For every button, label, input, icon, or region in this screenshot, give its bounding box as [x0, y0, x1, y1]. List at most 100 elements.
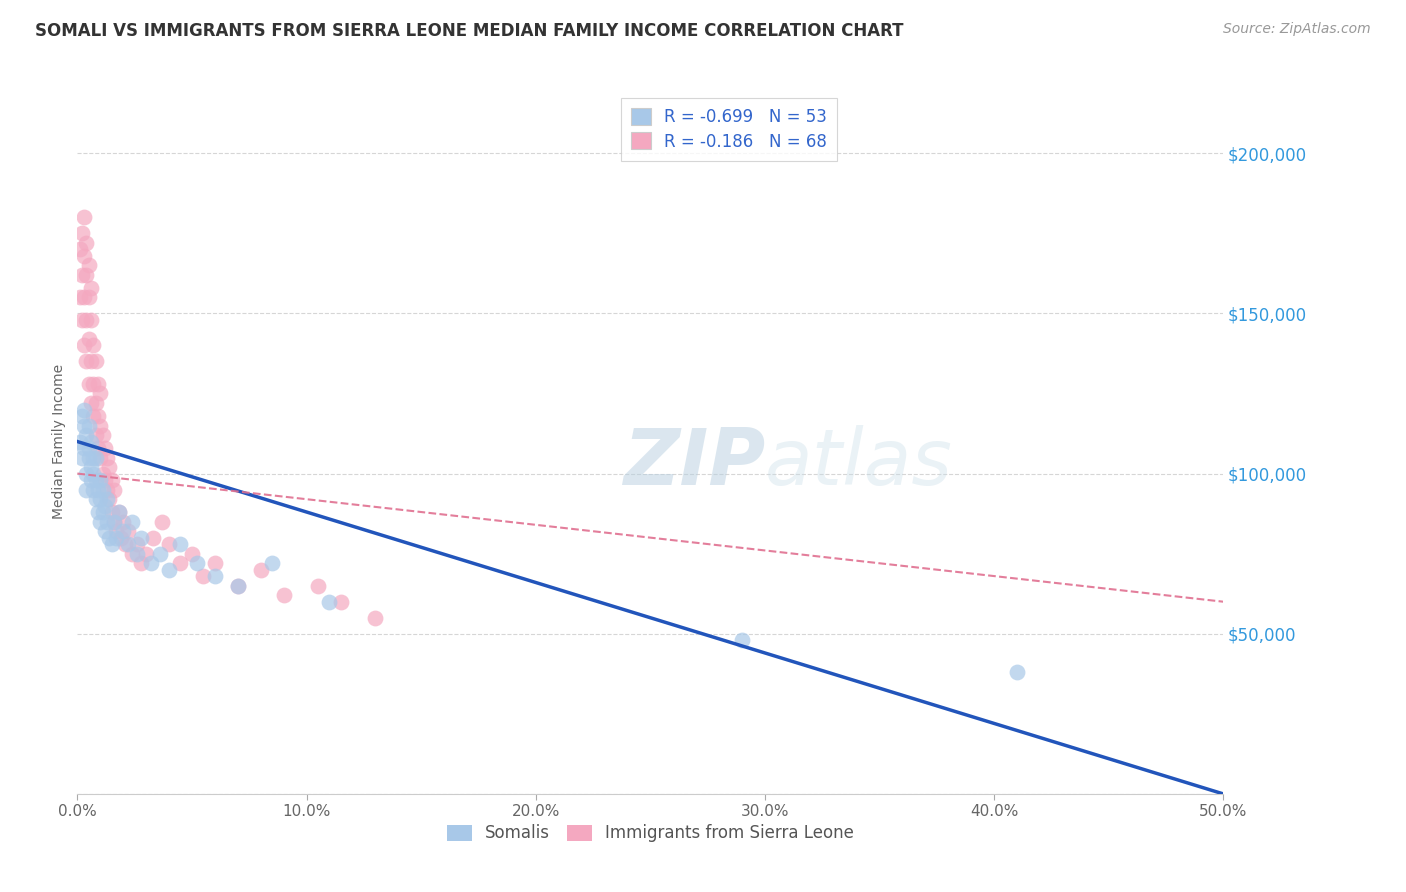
Point — [70, 313, 93, 327]
Point — [94, 524, 117, 539]
Point — [114, 537, 136, 551]
Point — [318, 595, 340, 609]
Text: ZIP: ZIP — [623, 425, 765, 500]
Point — [76, 235, 98, 250]
Point — [112, 515, 135, 529]
Point — [77, 332, 100, 346]
Point — [169, 537, 191, 551]
Point — [186, 556, 208, 570]
Text: Source: ZipAtlas.com: Source: ZipAtlas.com — [1223, 22, 1371, 37]
Point — [100, 473, 122, 487]
Point — [135, 547, 157, 561]
Point — [80, 313, 103, 327]
Point — [94, 499, 117, 513]
Point — [77, 259, 100, 273]
Point — [89, 515, 111, 529]
Point — [96, 515, 118, 529]
Point — [73, 249, 96, 263]
Point — [103, 515, 125, 529]
Point — [84, 428, 107, 442]
Point — [69, 434, 91, 449]
Point — [77, 450, 100, 465]
Point — [84, 396, 107, 410]
Point — [139, 556, 162, 570]
Point — [89, 492, 111, 507]
Point — [193, 569, 215, 583]
Point — [76, 268, 98, 282]
Point — [157, 537, 180, 551]
Point — [91, 505, 114, 519]
Point — [80, 460, 103, 475]
Point — [117, 537, 139, 551]
Point — [131, 531, 153, 545]
Point — [105, 531, 128, 545]
Point — [96, 483, 118, 497]
Point — [142, 531, 165, 545]
Point — [80, 434, 103, 449]
Point — [69, 243, 91, 257]
Point — [70, 227, 93, 241]
Point — [169, 556, 191, 570]
Point — [226, 579, 249, 593]
Point — [100, 537, 122, 551]
Point — [121, 547, 143, 561]
Point — [329, 595, 352, 609]
Point — [121, 515, 143, 529]
Point — [70, 450, 93, 465]
Point — [96, 450, 118, 465]
Point — [89, 418, 111, 433]
Point — [91, 428, 114, 442]
Point — [150, 515, 173, 529]
Point — [76, 483, 98, 497]
Point — [273, 588, 295, 602]
Point — [82, 376, 104, 391]
Point — [89, 386, 111, 401]
Point — [262, 556, 284, 570]
Point — [77, 418, 100, 433]
Point — [107, 505, 129, 519]
Point — [80, 396, 103, 410]
Point — [76, 467, 98, 481]
Point — [98, 492, 121, 507]
Point — [94, 441, 117, 455]
Point — [307, 579, 329, 593]
Point — [103, 515, 125, 529]
Point — [76, 313, 98, 327]
Point — [98, 460, 121, 475]
Point — [110, 531, 132, 545]
Point — [105, 524, 128, 539]
Point — [89, 450, 111, 465]
Y-axis label: Median Family Income: Median Family Income — [52, 364, 66, 519]
Point — [73, 418, 96, 433]
Point — [73, 290, 96, 304]
Point — [77, 441, 100, 455]
Point — [112, 524, 135, 539]
Point — [89, 473, 111, 487]
Point — [73, 211, 96, 225]
Point — [98, 531, 121, 545]
Point — [100, 505, 122, 519]
Point — [204, 569, 226, 583]
Point — [87, 376, 110, 391]
Point — [73, 402, 96, 417]
Point — [131, 556, 153, 570]
Point — [1005, 665, 1028, 680]
Point — [73, 338, 96, 352]
Point — [69, 290, 91, 304]
Point — [70, 409, 93, 423]
Point — [82, 467, 104, 481]
Point — [82, 483, 104, 497]
Point — [73, 441, 96, 455]
Point — [82, 338, 104, 352]
Point — [125, 547, 148, 561]
Point — [84, 473, 107, 487]
Point — [87, 483, 110, 497]
Text: atlas: atlas — [765, 425, 953, 500]
Point — [76, 428, 98, 442]
Point — [87, 441, 110, 455]
Point — [87, 409, 110, 423]
Point — [87, 505, 110, 519]
Legend: Somalis, Immigrants from Sierra Leone: Somalis, Immigrants from Sierra Leone — [440, 818, 860, 849]
Point — [226, 579, 249, 593]
Point — [84, 354, 107, 368]
